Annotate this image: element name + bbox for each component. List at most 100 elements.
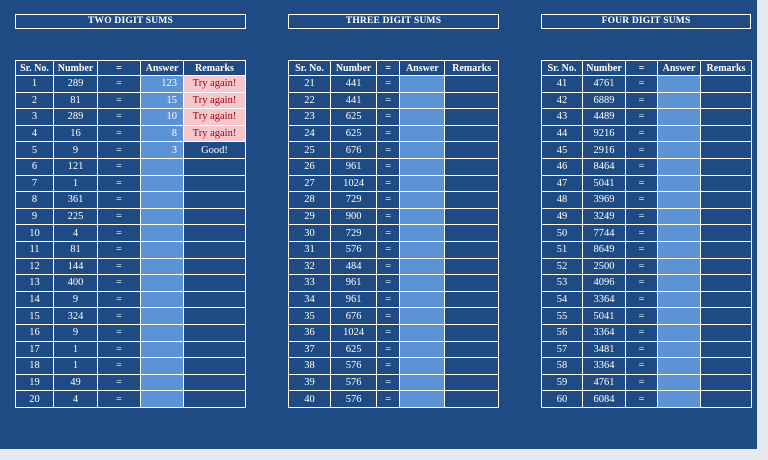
- answer-cell[interactable]: [399, 240, 446, 259]
- table-row: 35 676 =: [288, 307, 499, 325]
- answer-cell[interactable]: [657, 373, 701, 392]
- equals-cell: =: [376, 390, 401, 408]
- remarks-cell: [700, 174, 752, 193]
- answer-cell[interactable]: [399, 357, 446, 375]
- answer-cell[interactable]: [399, 224, 446, 242]
- answer-cell[interactable]: 8: [140, 124, 184, 143]
- answer-cell[interactable]: [399, 108, 446, 126]
- answer-cell[interactable]: [140, 274, 184, 292]
- remarks-cell: [700, 290, 752, 309]
- number-cell: 1: [53, 340, 98, 359]
- sr-no-cell: 36: [288, 323, 331, 342]
- table-row: 47 5041 =: [541, 174, 752, 193]
- answer-cell[interactable]: [140, 340, 184, 359]
- answer-cell[interactable]: [657, 191, 701, 209]
- table-row: 56 3364 =: [541, 323, 752, 342]
- answer-cell[interactable]: [399, 191, 446, 209]
- answer-cell[interactable]: [140, 207, 184, 226]
- answer-cell[interactable]: [657, 75, 701, 93]
- number-cell: 2916: [582, 141, 626, 159]
- answer-cell[interactable]: 123: [140, 75, 184, 93]
- window-edge: [0, 449, 768, 460]
- sr-no-cell: 32: [288, 257, 331, 276]
- number-cell: 8464: [582, 157, 626, 176]
- sr-no-cell: 27: [288, 174, 331, 193]
- answer-cell[interactable]: [657, 108, 701, 126]
- answer-cell[interactable]: [657, 274, 701, 292]
- answer-cell[interactable]: [657, 174, 701, 193]
- equals-cell: =: [97, 373, 141, 392]
- answer-cell[interactable]: [140, 307, 184, 325]
- table-row: 45 2916 =: [541, 141, 752, 159]
- answer-cell[interactable]: [399, 290, 446, 309]
- answer-cell[interactable]: [399, 257, 446, 276]
- answer-cell[interactable]: [140, 257, 184, 276]
- answer-cell[interactable]: [399, 207, 446, 226]
- section-title-two-digit: TWO DIGIT SUMS: [15, 14, 246, 29]
- answer-cell[interactable]: 3: [140, 141, 184, 159]
- answer-cell[interactable]: [140, 224, 184, 242]
- answer-cell[interactable]: [657, 390, 701, 408]
- answer-cell[interactable]: [657, 157, 701, 176]
- answer-cell[interactable]: [399, 91, 446, 110]
- column-header-number: Number: [329, 60, 378, 76]
- answer-cell[interactable]: 10: [140, 108, 184, 126]
- remarks-cell: [183, 274, 246, 292]
- sr-no-cell: 41: [541, 75, 583, 93]
- remarks-cell: [444, 357, 499, 375]
- answer-cell[interactable]: [140, 290, 184, 309]
- equals-cell: =: [97, 274, 141, 292]
- answer-cell[interactable]: [399, 141, 446, 159]
- number-cell: 676: [329, 307, 378, 325]
- table-row: 11 81 =: [15, 240, 246, 259]
- sr-no-cell: 38: [288, 357, 331, 375]
- answer-cell[interactable]: [140, 191, 184, 209]
- answer-cell[interactable]: [399, 390, 446, 408]
- answer-cell[interactable]: [657, 124, 701, 143]
- answer-cell[interactable]: [399, 157, 446, 176]
- number-cell: 121: [53, 157, 98, 176]
- table-row: 24 625 =: [288, 124, 499, 143]
- answer-cell[interactable]: [657, 307, 701, 325]
- answer-cell[interactable]: [140, 240, 184, 259]
- answer-cell[interactable]: [399, 274, 446, 292]
- number-cell: 6084: [582, 390, 626, 408]
- answer-cell[interactable]: [140, 373, 184, 392]
- answer-cell[interactable]: [657, 357, 701, 375]
- remarks-cell: [700, 75, 752, 93]
- answer-cell[interactable]: [140, 157, 184, 176]
- answer-cell[interactable]: [140, 357, 184, 375]
- remarks-cell: [700, 390, 752, 408]
- answer-cell[interactable]: [657, 91, 701, 110]
- answer-cell[interactable]: [140, 390, 184, 408]
- answer-cell[interactable]: [657, 323, 701, 342]
- answer-cell[interactable]: [657, 340, 701, 359]
- answer-cell[interactable]: [140, 174, 184, 193]
- answer-cell[interactable]: [399, 373, 446, 392]
- answer-cell[interactable]: [140, 323, 184, 342]
- equals-cell: =: [376, 91, 401, 110]
- answer-cell[interactable]: [657, 224, 701, 242]
- answer-cell[interactable]: [399, 174, 446, 193]
- answer-cell[interactable]: [399, 340, 446, 359]
- answer-cell[interactable]: [399, 307, 446, 325]
- table-row: 42 6889 =: [541, 91, 752, 110]
- answer-cell[interactable]: [399, 323, 446, 342]
- section-title-three-digit: THREE DIGIT SUMS: [288, 14, 499, 29]
- column-header-equals: =: [97, 60, 141, 76]
- number-cell: 4: [53, 390, 98, 408]
- answer-cell[interactable]: 15: [140, 91, 184, 110]
- sr-no-cell: 2: [15, 91, 54, 110]
- answer-cell[interactable]: [399, 75, 446, 93]
- table-row: 36 1024 =: [288, 323, 499, 342]
- equals-cell: =: [376, 240, 401, 259]
- answer-cell[interactable]: [657, 240, 701, 259]
- answer-cell[interactable]: [657, 290, 701, 309]
- table-row: 58 3364 =: [541, 357, 752, 375]
- answer-cell[interactable]: [657, 257, 701, 276]
- answer-cell[interactable]: [657, 207, 701, 226]
- answer-cell[interactable]: [399, 124, 446, 143]
- sr-no-cell: 24: [288, 124, 331, 143]
- number-cell: 4096: [582, 274, 626, 292]
- answer-cell[interactable]: [657, 141, 701, 159]
